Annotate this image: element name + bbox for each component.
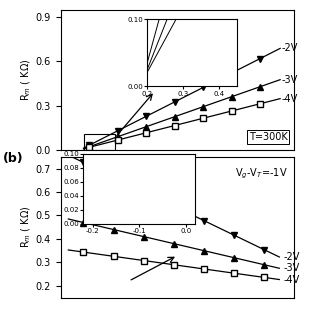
Text: T=300K: T=300K [249,132,287,142]
Bar [84,134,115,150]
Y-axis label: R$_m$ ( K$\Omega$): R$_m$ ( K$\Omega$) [20,59,33,101]
Text: V$_g$-V$_T$=-1V: V$_g$-V$_T$=-1V [235,167,287,181]
Text: -3V: -3V [283,263,299,273]
Text: -3V: -3V [282,75,298,85]
Y-axis label: R$_m$ ( K$\Omega$): R$_m$ ( K$\Omega$) [19,206,33,249]
Text: -2V: -2V [282,44,298,53]
Text: -4V: -4V [282,94,298,104]
Text: (b): (b) [3,152,24,165]
Text: -2V: -2V [283,252,300,262]
Text: -4V: -4V [283,275,299,284]
